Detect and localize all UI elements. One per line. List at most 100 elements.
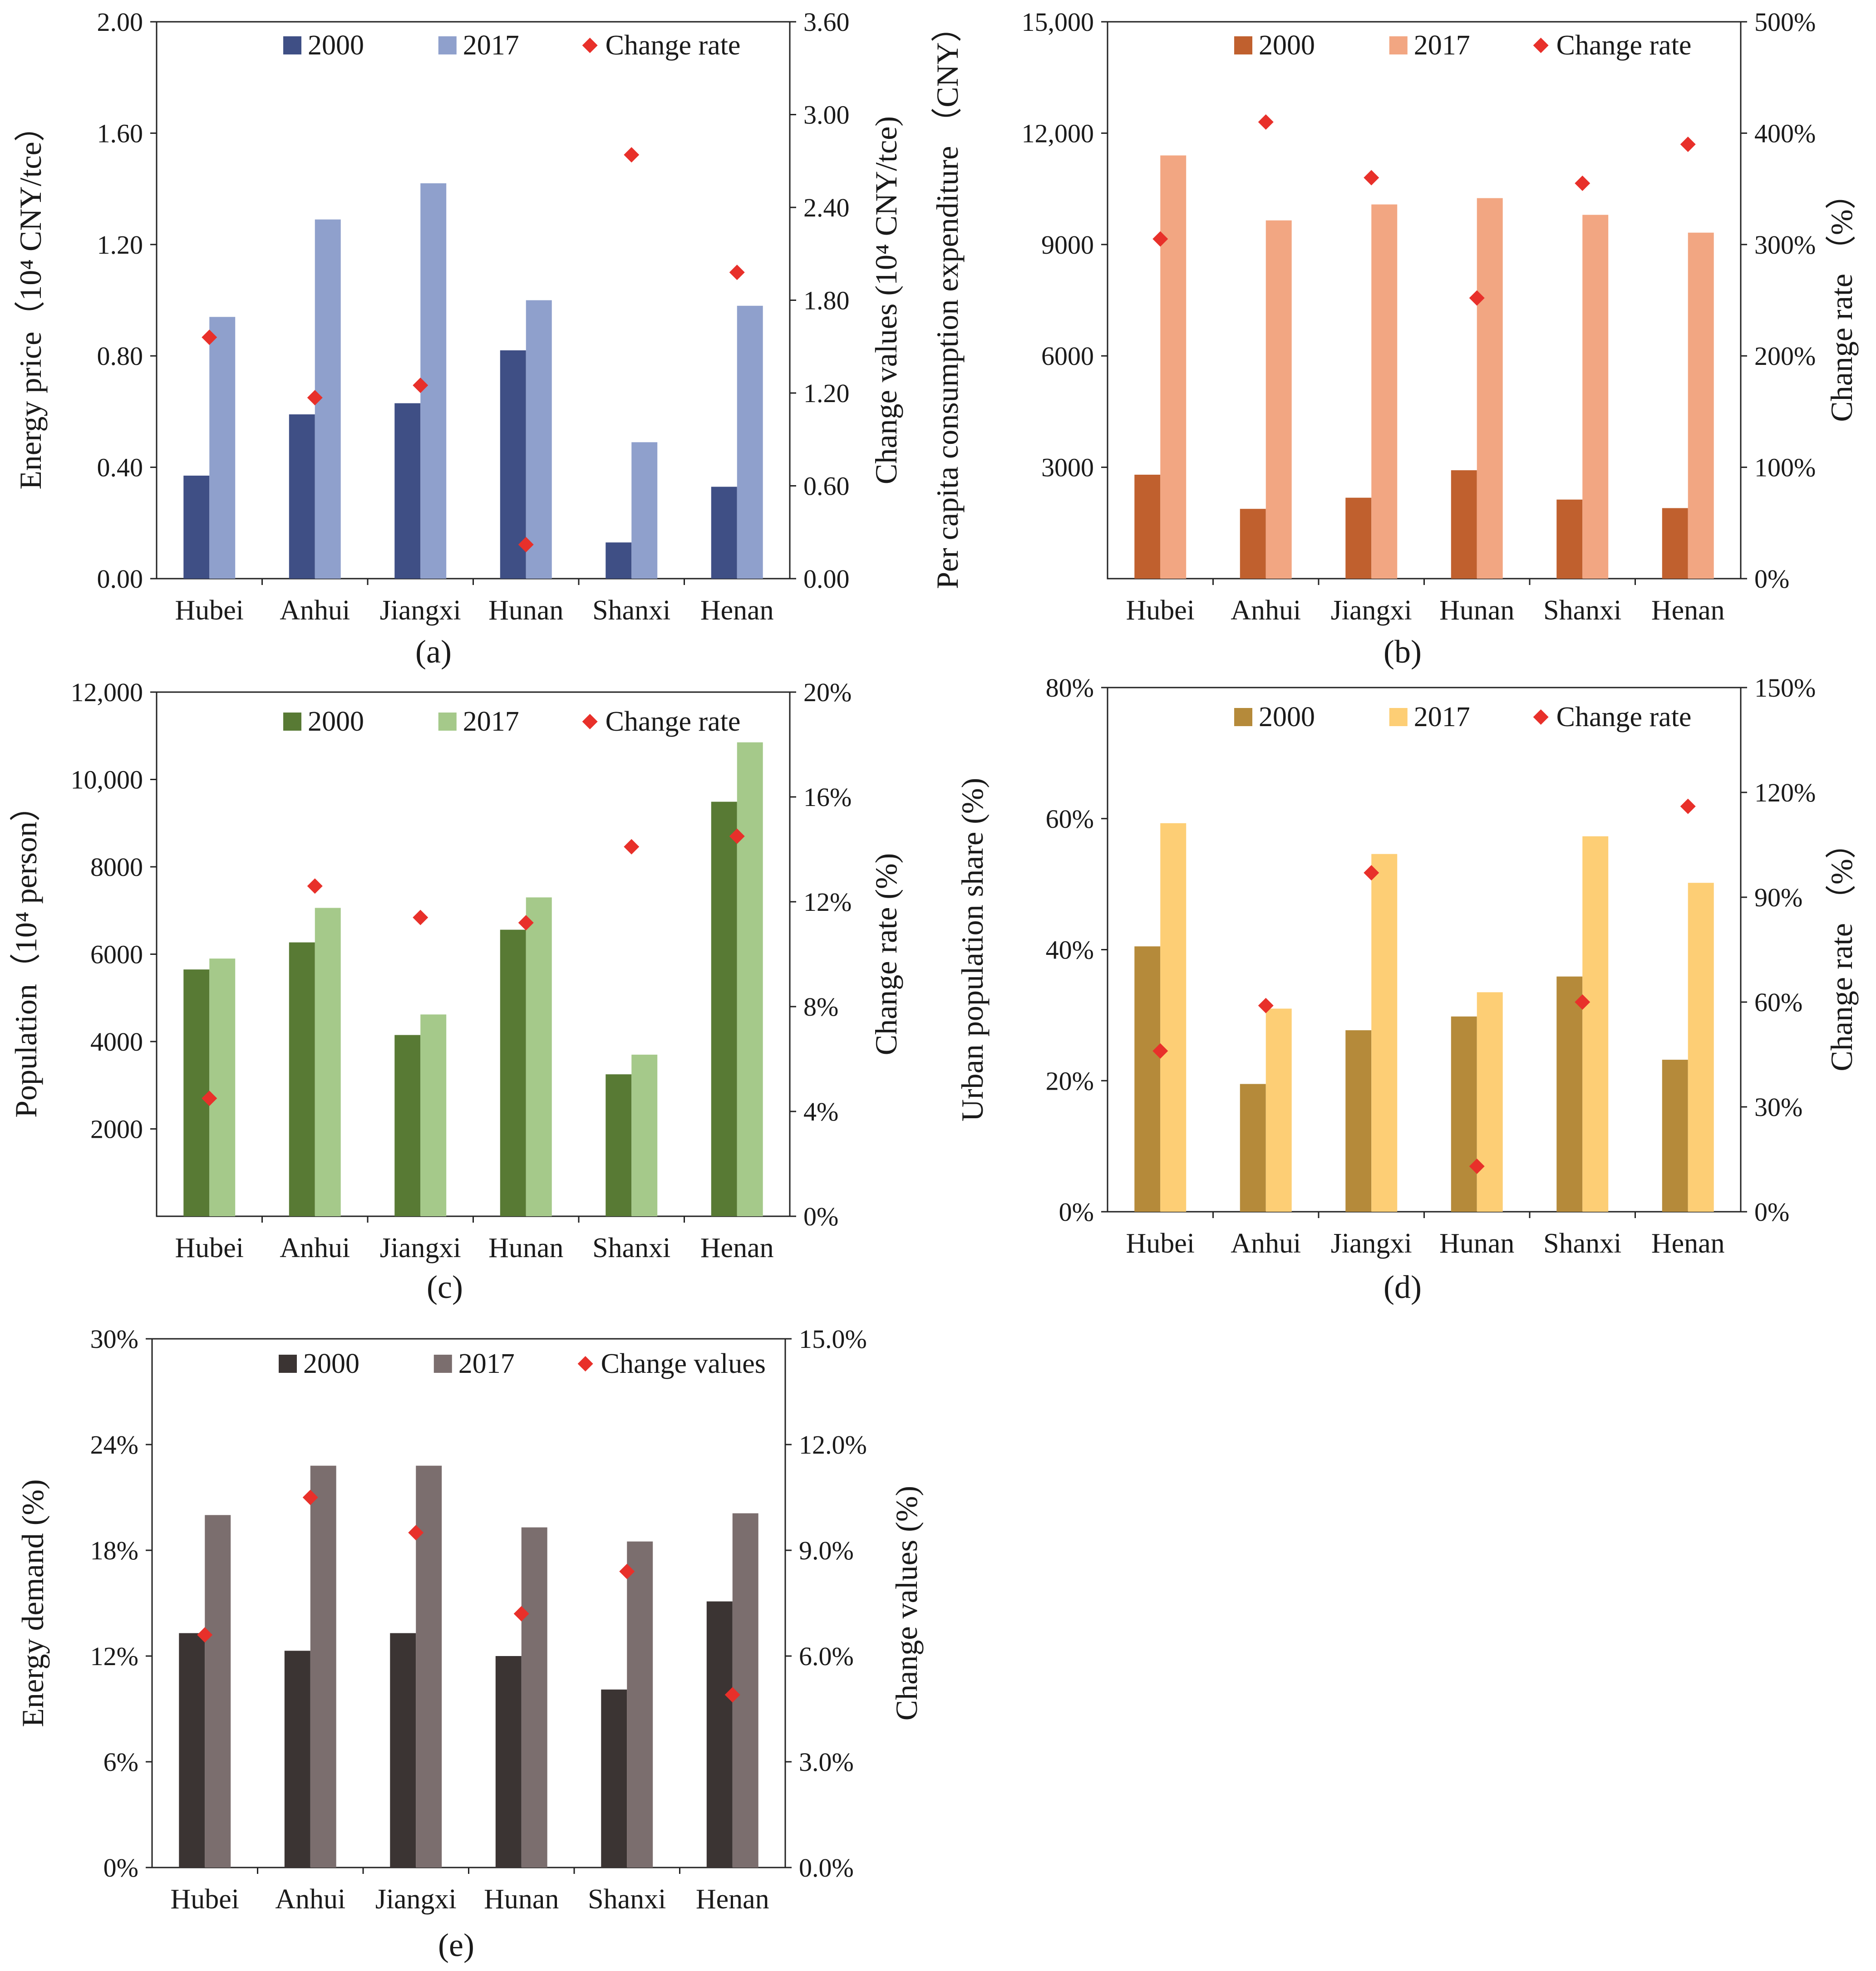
- right-tick-label: 20%: [803, 678, 852, 707]
- panel-label: (a): [415, 634, 452, 670]
- legend-swatch-change: [582, 38, 598, 53]
- right-tick-label: 400%: [1754, 118, 1816, 148]
- left-tick-label: 1.60: [97, 118, 143, 148]
- right-tick-label: 0%: [803, 1202, 838, 1231]
- bar-2000-Henan: [711, 487, 737, 579]
- change-marker-Anhui: [1258, 998, 1274, 1013]
- change-marker-Hunan: [513, 1606, 529, 1622]
- change-marker-Hunan: [1469, 1158, 1485, 1174]
- category-label: Jiangxi: [380, 1233, 461, 1263]
- bar-2017-Henan: [1688, 232, 1714, 579]
- legend-swatch-2000: [283, 713, 301, 731]
- legend-swatch-2000: [279, 1355, 297, 1373]
- bar-2017-Hunan: [521, 1527, 547, 1868]
- left-tick-label: 60%: [1046, 804, 1094, 834]
- right-tick-label: 6.0%: [799, 1642, 854, 1671]
- change-marker-Jiangxi: [1364, 865, 1379, 881]
- right-tick-label: 200%: [1754, 341, 1816, 371]
- change-marker-Hubei: [1152, 231, 1168, 247]
- bar-2017-Anhui: [1265, 220, 1292, 579]
- change-marker-Hunan: [518, 915, 534, 931]
- category-label: Shanxi: [1543, 595, 1621, 626]
- bar-2017-Henan: [737, 305, 763, 579]
- legend-label: 2000: [308, 706, 364, 737]
- legend-swatch-2017: [1389, 708, 1408, 726]
- change-marker-Jiangxi: [1364, 170, 1379, 186]
- category-label: Hunan: [1439, 1228, 1514, 1259]
- bar-2000-Shanxi: [601, 1689, 627, 1868]
- legend-swatch-2017: [433, 1355, 452, 1373]
- plot-frame: [151, 1338, 786, 1868]
- bar-2017-Hunan: [1477, 992, 1503, 1212]
- right-tick-label: 30%: [1754, 1092, 1802, 1122]
- right-tick-label: 0.0%: [799, 1853, 854, 1883]
- legend-label: 2000: [308, 30, 364, 61]
- right-tick-label: 60%: [1754, 988, 1802, 1017]
- legend-swatch-change: [1533, 38, 1549, 53]
- category-label: Anhui: [275, 1884, 345, 1915]
- legend-swatch-2000: [1234, 708, 1252, 726]
- bar-2000-Shanxi: [1556, 976, 1583, 1212]
- bar-2017-Shanxi: [1582, 215, 1609, 579]
- left-tick-label: 12,000: [71, 678, 143, 707]
- left-tick-label: 2000: [90, 1115, 143, 1144]
- left-tick-label: 18%: [90, 1536, 138, 1565]
- bar-2000-Hunan: [1451, 470, 1477, 579]
- change-marker-Shanxi: [1575, 994, 1590, 1010]
- right-axis-title: Change values (10⁴ CNY/tce): [869, 116, 903, 484]
- left-tick-label: 3000: [1041, 453, 1094, 482]
- right-tick-label: 12.0%: [799, 1430, 867, 1460]
- chart-panel-c: 2000 4000 6000 8000 10,000 12,000 0% 4% 8% 12% 16%…: [9, 678, 903, 1305]
- left-tick-label: 2.00: [97, 7, 143, 37]
- category-label: Hunan: [488, 595, 563, 626]
- change-marker-Jiangxi: [413, 909, 428, 925]
- change-marker-Shanxi: [624, 839, 640, 855]
- bar-2017-Anhui: [1265, 1008, 1292, 1212]
- legend-label: 2017: [458, 1348, 515, 1379]
- category-label: Hubei: [1126, 595, 1195, 626]
- bar-2000-Hunan: [500, 350, 526, 579]
- bar-2017-Shanxi: [1582, 836, 1609, 1212]
- left-tick-label: 6%: [103, 1747, 138, 1777]
- left-tick-label: 0.80: [97, 341, 143, 371]
- legend-label: Change rate: [606, 706, 741, 737]
- bar-2017-Hubei: [1160, 823, 1187, 1212]
- panel-label: (c): [427, 1269, 463, 1305]
- category-label: Anhui: [280, 595, 350, 626]
- bar-2017-Hunan: [1477, 198, 1503, 579]
- change-marker-Jiangxi: [413, 377, 428, 393]
- bar-2017-Jiangxi: [1371, 204, 1398, 579]
- category-label: Shanxi: [588, 1884, 666, 1915]
- category-label: Hunan: [1439, 595, 1514, 626]
- left-tick-label: 0.40: [97, 453, 143, 482]
- right-tick-label: 12%: [803, 887, 852, 917]
- left-tick-label: 40%: [1046, 935, 1094, 965]
- legend-swatch-change: [577, 1356, 593, 1371]
- left-axis-title: Per capita consumption expenditure （CNY）: [930, 11, 965, 589]
- change-marker-Anhui: [307, 878, 323, 894]
- bar-2000-Shanxi: [1556, 499, 1583, 579]
- category-label: Shanxi: [592, 595, 670, 626]
- category-label: Henan: [1651, 595, 1725, 626]
- legend-label: Change rate: [1556, 702, 1692, 732]
- legend-label: 2017: [1414, 30, 1470, 61]
- change-marker-Henan: [1680, 136, 1696, 152]
- right-tick-label: 0.00: [803, 564, 850, 594]
- bar-2017-Henan: [1688, 883, 1714, 1212]
- category-label: Jiangxi: [1331, 1228, 1412, 1259]
- category-label: Henan: [1651, 1228, 1725, 1259]
- category-label: Hubei: [175, 595, 244, 626]
- left-tick-label: 0%: [103, 1853, 138, 1883]
- bar-2017-Shanxi: [627, 1541, 653, 1868]
- bar-2017-Jiangxi: [420, 183, 447, 579]
- bar-2000-Anhui: [289, 414, 315, 579]
- left-tick-label: 20%: [1046, 1066, 1094, 1096]
- bar-2000-Henan: [1662, 1060, 1688, 1212]
- right-tick-label: 120%: [1754, 778, 1816, 807]
- bar-2017-Hubei: [1160, 155, 1187, 579]
- category-label: Hubei: [175, 1233, 244, 1263]
- change-marker-Jiangxi: [408, 1525, 424, 1541]
- right-tick-label: 0%: [1754, 1197, 1789, 1227]
- bar-2000-Hubei: [1134, 474, 1161, 579]
- change-marker-Henan: [724, 1687, 740, 1703]
